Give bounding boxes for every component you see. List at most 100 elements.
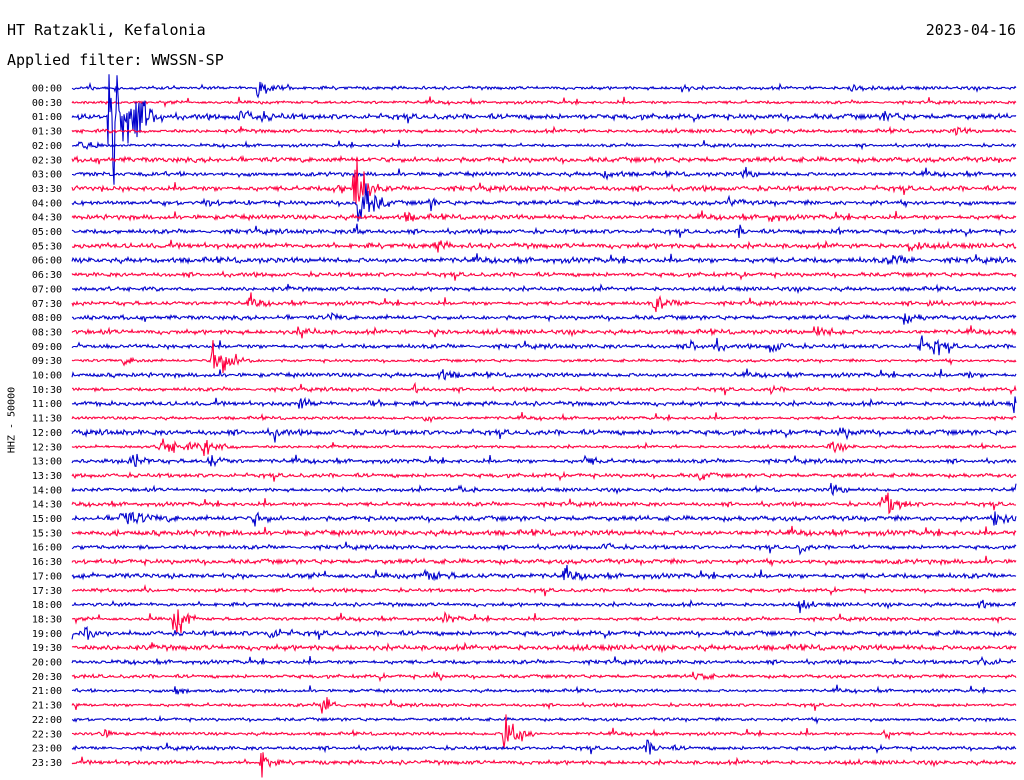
trace-line [71, 641, 1017, 654]
trace-line [71, 555, 1017, 568]
hour-label: 12:00 [32, 428, 62, 439]
trace-line [71, 312, 1017, 325]
trace-line [72, 139, 1017, 151]
hour-label: 11:30 [32, 414, 62, 425]
hour-label: 12:30 [32, 442, 62, 453]
hour-label: 06:30 [32, 270, 62, 281]
trace-line [71, 564, 1017, 582]
trace-line [71, 412, 1017, 424]
trace-line [71, 253, 1017, 266]
hour-label: 22:30 [32, 729, 62, 740]
hour-label: 20:00 [32, 658, 62, 669]
hour-label: 18:30 [32, 614, 62, 625]
trace-line [71, 739, 1017, 755]
hour-label: 20:30 [32, 672, 62, 683]
hour-label: 07:00 [32, 284, 62, 295]
trace-line [71, 609, 1017, 634]
trace-line [71, 655, 1016, 667]
hour-label: 09:30 [32, 356, 62, 367]
trace-line [71, 183, 1017, 222]
trace-line [71, 396, 1017, 414]
hour-label: 18:00 [32, 600, 62, 611]
trace-line [71, 335, 1017, 356]
trace-line [71, 714, 1017, 725]
trace-line [71, 325, 1017, 339]
hour-label: 10:00 [32, 371, 62, 382]
hour-label: 15:00 [32, 514, 62, 525]
hour-label: 03:30 [32, 184, 62, 195]
hour-label: 10:30 [32, 385, 62, 396]
hour-labels: 00:00 00:30 01:00 01:30 02:00 02:30 03:00 03:30… [32, 84, 62, 769]
hour-label: 02:00 [32, 141, 62, 152]
hour-label: 05:30 [32, 241, 62, 252]
trace-line [71, 492, 1017, 515]
hour-label: 17:30 [32, 586, 62, 597]
hour-label: 06:00 [32, 256, 62, 267]
filter-label: Applied filter: WWSSN-SP [7, 51, 224, 69]
hour-label: 00:30 [32, 98, 62, 109]
trace-line [71, 81, 1017, 99]
trace-line [72, 166, 1017, 181]
hour-label: 23:30 [32, 758, 62, 769]
trace-line [71, 453, 1017, 468]
hour-label: 21:30 [32, 701, 62, 712]
trace-line [71, 368, 1017, 381]
trace-line [71, 697, 1017, 714]
trace-line [71, 96, 1017, 108]
hour-label: 19:30 [32, 643, 62, 654]
trace-line [71, 438, 1017, 456]
hour-label: 23:00 [32, 744, 62, 755]
trace-line [71, 125, 1017, 137]
trace-line [71, 239, 1017, 253]
trace-line [71, 625, 1017, 640]
trace-line [71, 292, 1017, 313]
hour-label: 05:00 [32, 227, 62, 238]
trace-line [71, 714, 1017, 749]
trace-line [71, 752, 1017, 778]
trace-line [71, 154, 1017, 166]
trace-line [71, 684, 1017, 695]
trace-line [71, 158, 1017, 205]
hour-label: 01:00 [32, 112, 62, 123]
hour-label: 00:00 [32, 84, 62, 95]
hour-label: 19:00 [32, 629, 62, 640]
hour-label: 14:00 [32, 485, 62, 496]
hour-label: 17:00 [32, 571, 62, 582]
hour-label: 22:00 [32, 715, 62, 726]
hour-label: 03:00 [32, 170, 62, 181]
trace-line [71, 525, 1017, 538]
hour-label: 15:30 [32, 528, 62, 539]
hour-label: 08:30 [32, 327, 62, 338]
trace-line [71, 381, 1017, 396]
seismic-traces [71, 74, 1017, 778]
trace-line [71, 670, 1017, 683]
record-date: 2023-04-16 [925, 21, 1016, 39]
hour-label: 08:00 [32, 313, 62, 324]
hour-label: 13:30 [32, 471, 62, 482]
trace-line [71, 599, 1016, 614]
trace-line [71, 426, 1017, 443]
trace-line [71, 270, 1017, 281]
hour-label: 02:30 [32, 155, 62, 166]
trace-line [71, 584, 1017, 597]
trace-line [71, 482, 1017, 497]
hour-label: 16:30 [32, 557, 62, 568]
hour-label: 14:30 [32, 500, 62, 511]
hour-label: 13:00 [32, 457, 62, 468]
hour-label: 21:00 [32, 686, 62, 697]
hour-label: 04:00 [32, 198, 62, 209]
trace-line [71, 340, 1017, 373]
hour-label: 01:30 [32, 127, 62, 138]
trace-line [71, 470, 1017, 482]
hour-label: 04:30 [32, 213, 62, 224]
hour-label: 09:00 [32, 342, 62, 353]
trace-line [71, 511, 1017, 527]
hour-label: 16:00 [32, 543, 62, 554]
hour-label: 11:00 [32, 399, 62, 410]
station-title: HT Ratzakli, Kefalonia [7, 21, 206, 39]
trace-line [71, 210, 1017, 223]
trace-line [71, 223, 1017, 238]
hour-label: 07:30 [32, 299, 62, 310]
trace-line [71, 74, 1017, 185]
